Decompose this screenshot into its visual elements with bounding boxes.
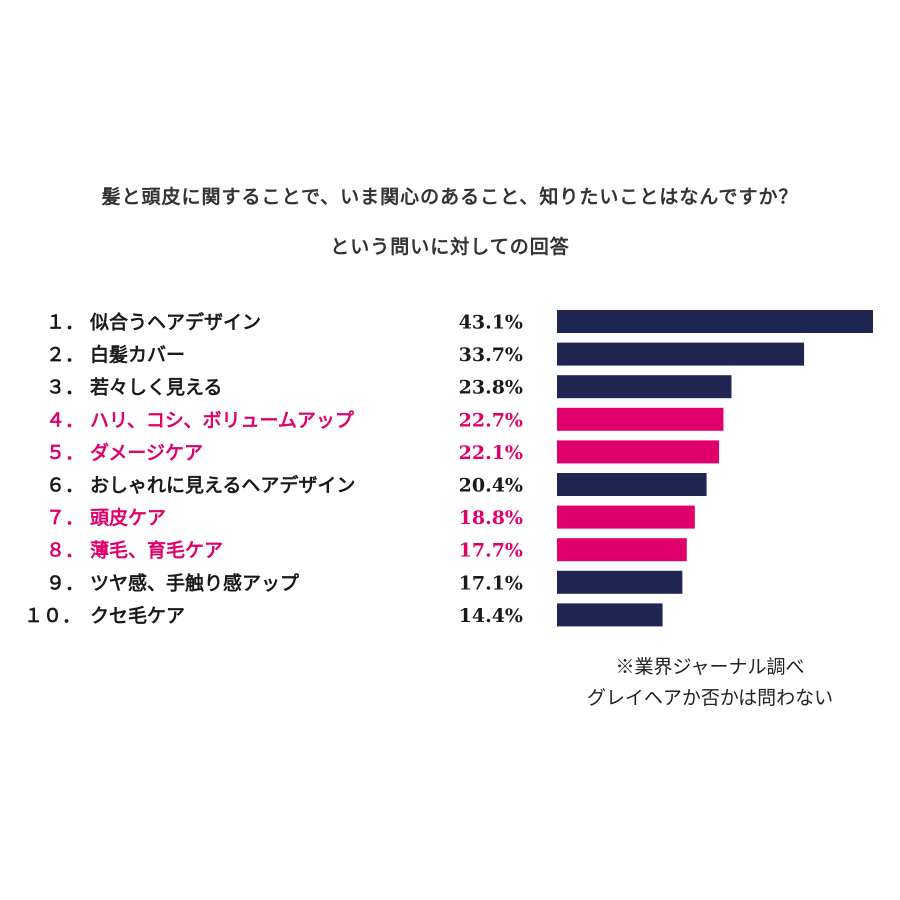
bar xyxy=(557,342,805,366)
category-label: 似合うヘアデザイン xyxy=(89,311,261,334)
value-label: 17.7% xyxy=(459,540,523,562)
category-label: ハリ、コシ、ボリュームアップ xyxy=(90,408,355,431)
rank-label: ９． xyxy=(46,572,84,594)
bar xyxy=(557,440,720,464)
value-label: 33.7% xyxy=(459,344,523,366)
value-label: 23.8% xyxy=(459,377,523,399)
bar xyxy=(557,310,873,333)
rank-label: ３． xyxy=(46,377,84,399)
category-label: クセ毛ケア xyxy=(90,605,185,627)
source-note-line1: ※業界ジャーナル調べ xyxy=(615,656,805,678)
bar xyxy=(557,538,687,562)
rank-label: ４． xyxy=(46,409,84,431)
rank-label: １０． xyxy=(24,605,81,627)
chart-title: 髪と頭皮に関することで、いま関心のあること、知りたいことはなんですか？ xyxy=(101,186,799,208)
value-label: 22.7% xyxy=(459,409,523,431)
bar xyxy=(557,603,663,627)
value-label: 43.1% xyxy=(459,312,523,334)
rank-label: ２． xyxy=(46,344,84,366)
source-note-line2: グレイヘアか否かは問わない xyxy=(586,687,834,709)
category-label: 白髪カバー xyxy=(90,343,185,366)
value-label: 22.1% xyxy=(459,442,523,464)
value-label: 14.4% xyxy=(459,605,523,627)
category-label: 若々しく見える xyxy=(90,376,222,399)
rank-label: ８． xyxy=(46,540,84,562)
bar xyxy=(557,407,724,431)
category-label: ツヤ感、手触り感アップ xyxy=(90,571,300,594)
bar xyxy=(557,570,683,594)
value-label: 18.8% xyxy=(459,507,523,529)
rank-label: ５． xyxy=(46,442,84,464)
bar xyxy=(557,505,695,529)
value-label: 20.4% xyxy=(459,475,523,497)
bar xyxy=(557,473,707,496)
rank-label: １． xyxy=(46,312,84,334)
bar xyxy=(557,375,732,399)
category-label: おしゃれに見えるヘアデザイン xyxy=(90,474,355,497)
category-label: 頭皮ケア xyxy=(90,506,166,529)
source-note: ※業界ジャーナル調べ グレイヘアか否かは問わない xyxy=(560,652,860,714)
rank-label: ７． xyxy=(46,507,84,529)
chart-subtitle: という問いに対しての回答 xyxy=(330,236,570,258)
value-label: 17.1% xyxy=(459,572,523,594)
category-label: 薄毛、育毛ケア xyxy=(90,539,223,562)
category-label: ダメージケア xyxy=(90,441,203,464)
rank-label: ６． xyxy=(46,475,84,497)
